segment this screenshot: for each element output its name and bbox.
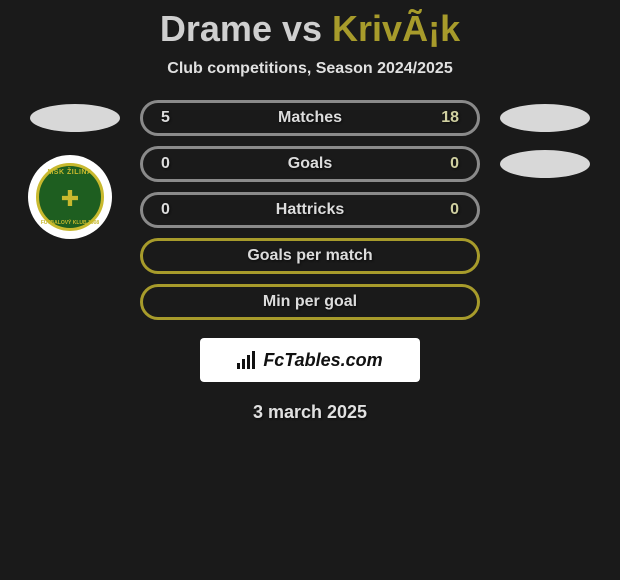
stat-row: 5 Matches 18: [10, 100, 610, 136]
stat-value-right: 18: [441, 109, 459, 127]
player2-oval: [500, 242, 590, 270]
stat-bar: 0 Goals 0: [140, 146, 480, 182]
vs-label: vs: [282, 8, 322, 49]
stats-area: MŠK ŽILINA ✚ FUTBALOVÝ KLUB 1908 5Matche…: [10, 100, 610, 330]
stat-label: Goals per match: [247, 247, 372, 265]
stat-value-left: 0: [161, 201, 170, 219]
stat-label: Goals: [288, 155, 332, 173]
player1-oval: [30, 242, 120, 270]
player2-oval: [500, 196, 590, 224]
player2-oval: [500, 150, 590, 178]
stat-value-left: 5: [161, 109, 170, 127]
subtitle: Club competitions, Season 2024/2025: [167, 60, 452, 78]
bar-chart-icon: [237, 351, 257, 369]
branding-text: FcTables.com: [263, 350, 382, 371]
player1-name: Drame: [160, 8, 272, 49]
stat-row: 0 Goals 0: [10, 146, 610, 182]
stat-bar: Min per goal: [140, 284, 480, 320]
stat-value-left: 0: [161, 155, 170, 173]
player1-oval: [30, 288, 120, 316]
stat-label: Hattricks: [276, 201, 344, 219]
player1-oval: [30, 104, 120, 132]
stat-bar: Goals per match: [140, 238, 480, 274]
branding-box[interactable]: FcTables.com: [200, 338, 420, 382]
stat-bar: 0 Hattricks 0: [140, 192, 480, 228]
stat-bar: 5 Matches 18: [140, 100, 480, 136]
player1-oval: [30, 196, 120, 224]
stat-row: Goals per match: [10, 238, 610, 274]
stat-value-right: 0: [450, 201, 459, 219]
stat-label: Matches: [278, 109, 342, 127]
stat-value-right: 0: [450, 155, 459, 173]
player1-oval: [30, 150, 120, 178]
comparison-title: Drame vs KrivÃ¡k: [160, 8, 460, 50]
player2-oval: [500, 288, 590, 316]
player2-name: KrivÃ¡k: [332, 8, 460, 49]
stat-row: 0 Hattricks 0: [10, 192, 610, 228]
date-label: 3 march 2025: [253, 402, 367, 423]
stat-row: Min per goal: [10, 284, 610, 320]
player2-oval: [500, 104, 590, 132]
stat-label: Min per goal: [263, 293, 357, 311]
